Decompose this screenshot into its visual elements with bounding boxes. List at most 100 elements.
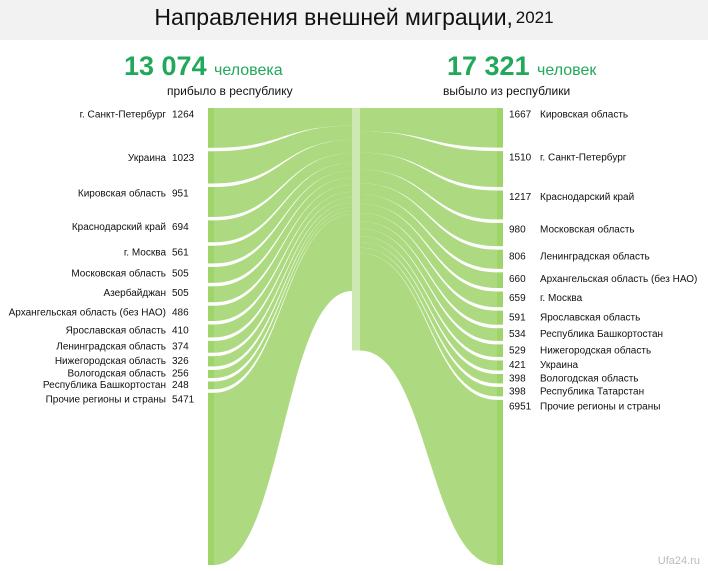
flow-bar bbox=[208, 324, 214, 338]
value-label: 248 bbox=[172, 380, 189, 391]
region-label: Республика Татарстан bbox=[540, 385, 644, 397]
value-label: 5471 bbox=[172, 394, 195, 405]
value-label: 6951 bbox=[509, 402, 532, 413]
flow-bar bbox=[497, 399, 503, 565]
flow-bar bbox=[497, 190, 503, 220]
flow-bar bbox=[208, 108, 214, 148]
region-label: г. Москва bbox=[540, 293, 583, 304]
flow-ribbon bbox=[360, 152, 497, 220]
center-column bbox=[352, 108, 360, 351]
region-label: Московская область bbox=[540, 224, 635, 236]
value-label: 256 bbox=[172, 369, 189, 380]
inflow-total: 13 074 bbox=[124, 51, 207, 81]
region-label: Прочие регионы и страны bbox=[540, 402, 660, 413]
region-label: г. Москва bbox=[124, 247, 167, 258]
flow-ribbon bbox=[360, 169, 497, 247]
flow-bar bbox=[497, 373, 503, 384]
region-label: г. Санкт-Петербург bbox=[80, 109, 167, 121]
value-label: 505 bbox=[172, 269, 189, 280]
flow-ribbon bbox=[360, 242, 497, 384]
flow-bar bbox=[497, 272, 503, 288]
region-label: Архангельская область (без НАО) bbox=[540, 273, 697, 285]
outflow-unit: человек bbox=[537, 62, 597, 79]
flow-bar bbox=[208, 392, 214, 565]
region-label: Краснодарский край bbox=[540, 192, 634, 203]
region-label: Вологодская область bbox=[67, 368, 166, 380]
flow-ribbon bbox=[214, 191, 352, 338]
flow-bar bbox=[208, 340, 214, 353]
flow-ribbon bbox=[360, 247, 497, 397]
region-label: Украина bbox=[128, 153, 167, 164]
flow-ribbon bbox=[214, 177, 352, 303]
region-label: Ярославская область bbox=[540, 311, 640, 323]
inflow-unit: человека bbox=[214, 62, 283, 79]
chart-title: Направления внешней миграции, 2021 bbox=[154, 4, 553, 30]
flow-bar bbox=[208, 266, 214, 283]
flow-bar bbox=[208, 305, 214, 322]
flow-ribbon bbox=[214, 140, 352, 217]
inflow-caption: прибыло в республику bbox=[167, 84, 293, 98]
value-label: 591 bbox=[509, 312, 526, 323]
value-label: 1023 bbox=[172, 153, 195, 164]
region-label: Нижегородская область bbox=[540, 344, 651, 356]
flow-ribbon bbox=[360, 253, 497, 565]
value-label: 374 bbox=[172, 341, 189, 352]
region-label: г. Санкт-Петербург bbox=[540, 152, 627, 164]
region-label: Краснодарский край bbox=[72, 222, 166, 233]
flow-ribbon bbox=[214, 153, 352, 243]
flow-ribbon bbox=[214, 202, 352, 367]
region-label: Архангельская область (без НАО) bbox=[9, 306, 166, 318]
value-label: 410 bbox=[172, 326, 189, 337]
flow-ribbon bbox=[214, 210, 352, 390]
value-label: 529 bbox=[509, 345, 526, 356]
flow-ribbon bbox=[360, 236, 497, 371]
flow-ribbon bbox=[214, 197, 352, 353]
flow-bar bbox=[208, 381, 214, 390]
flow-bar bbox=[497, 291, 503, 308]
flow-bar bbox=[208, 369, 214, 378]
value-label: 421 bbox=[509, 360, 526, 371]
region-label: Вологодская область bbox=[540, 372, 639, 384]
value-label: 505 bbox=[172, 288, 189, 299]
flow-bar bbox=[497, 108, 503, 148]
flow-ribbon bbox=[360, 183, 497, 269]
value-label: 694 bbox=[172, 222, 189, 233]
value-label: 561 bbox=[172, 247, 189, 258]
flow-ribbon bbox=[360, 131, 497, 187]
title: Направления внешней миграции, bbox=[154, 4, 513, 30]
flow-bar bbox=[497, 310, 503, 325]
watermark: Ufa24.ru bbox=[658, 555, 700, 567]
value-label: 398 bbox=[509, 386, 526, 397]
region-label: Республика Башкортостан bbox=[540, 328, 663, 340]
region-label: Ярославская область bbox=[66, 325, 166, 337]
flow-bar bbox=[497, 151, 503, 187]
region-label: Кировская область bbox=[78, 188, 166, 200]
flow-bar bbox=[208, 186, 214, 217]
flow-bar bbox=[208, 356, 214, 367]
year: 2021 bbox=[516, 8, 554, 27]
flow-ribbon bbox=[214, 108, 352, 148]
flow-ribbon bbox=[360, 108, 497, 148]
flow-bar bbox=[497, 344, 503, 357]
flow-ribbon bbox=[214, 125, 352, 184]
value-label: 486 bbox=[172, 307, 189, 318]
value-label: 398 bbox=[509, 373, 526, 384]
region-label: Ленинградская область bbox=[540, 250, 650, 262]
value-label: 806 bbox=[509, 251, 526, 262]
region-label: Ленинградская область bbox=[56, 340, 166, 352]
flow-ribbon bbox=[360, 221, 497, 341]
flow-ribbon bbox=[214, 207, 352, 378]
value-label: 659 bbox=[509, 293, 526, 304]
region-label: Прочие регионы и страны bbox=[46, 394, 166, 405]
flow-ribbon bbox=[360, 212, 497, 325]
title-band bbox=[0, 0, 708, 40]
value-label: 534 bbox=[509, 329, 526, 340]
flow-bar bbox=[497, 222, 503, 247]
value-label: 1264 bbox=[172, 110, 195, 121]
outflow-total: 17 321 bbox=[447, 51, 530, 81]
flow-ribbon bbox=[360, 203, 497, 308]
outflow-caption: выбыло из республики bbox=[443, 84, 570, 98]
value-label: 1217 bbox=[509, 192, 532, 203]
value-label: 980 bbox=[509, 225, 526, 236]
